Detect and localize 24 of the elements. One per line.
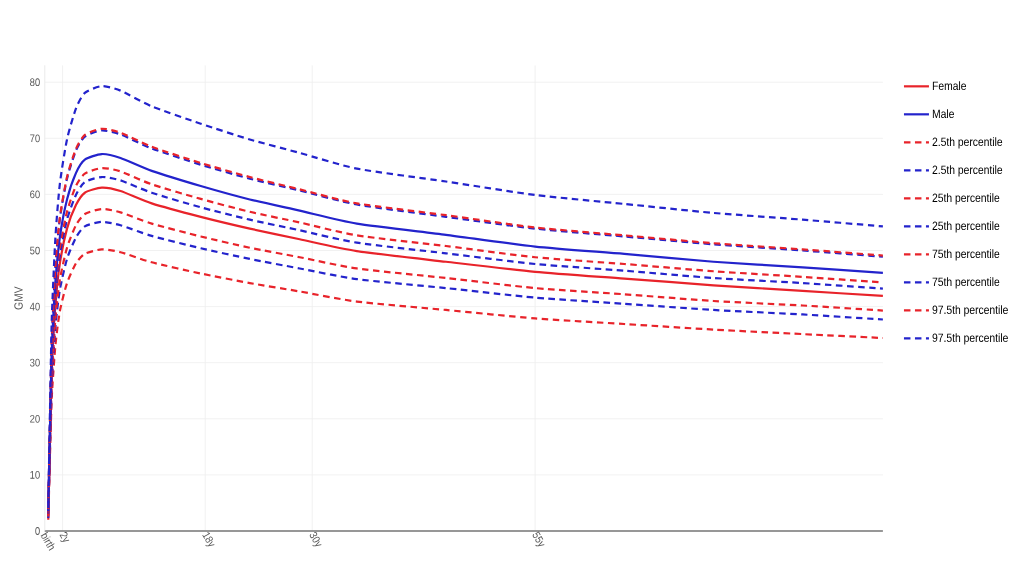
x-tick-label: 2y xyxy=(59,532,70,542)
y-tick-label: 10 xyxy=(30,471,40,479)
x-tick-label: 18y xyxy=(202,532,215,547)
y-tick-label: 30 xyxy=(30,358,40,367)
legend-label: 97.5th percentile xyxy=(932,305,1008,317)
y-tick-label: 80 xyxy=(30,78,40,87)
legend-label: Female xyxy=(932,81,967,91)
y-axis-title: GMV xyxy=(14,286,23,310)
y-tick-label: 70 xyxy=(30,134,40,143)
y-tick-label: 40 xyxy=(29,302,40,311)
legend-label: 75th percentile xyxy=(932,277,1000,289)
legend-label: 97.5th percentile xyxy=(932,333,1008,345)
y-tick-label: 20 xyxy=(30,414,40,423)
legend-label: 2.5th percentile xyxy=(932,165,1003,177)
x-tick-label: 30y xyxy=(309,531,322,547)
y-tick-label: 0 xyxy=(35,527,40,535)
legend-label: 25th percentile xyxy=(932,221,1000,233)
y-tick-label: 60 xyxy=(30,190,40,199)
legend-label: Male xyxy=(932,109,954,119)
legend-label: 25th percentile xyxy=(932,193,1000,205)
legend-label: 2.5th percentile xyxy=(932,137,1003,149)
x-tick-label: 55y xyxy=(532,531,545,547)
y-tick-label: 50 xyxy=(30,246,40,255)
legend-label: 75th percentile xyxy=(932,249,1000,261)
